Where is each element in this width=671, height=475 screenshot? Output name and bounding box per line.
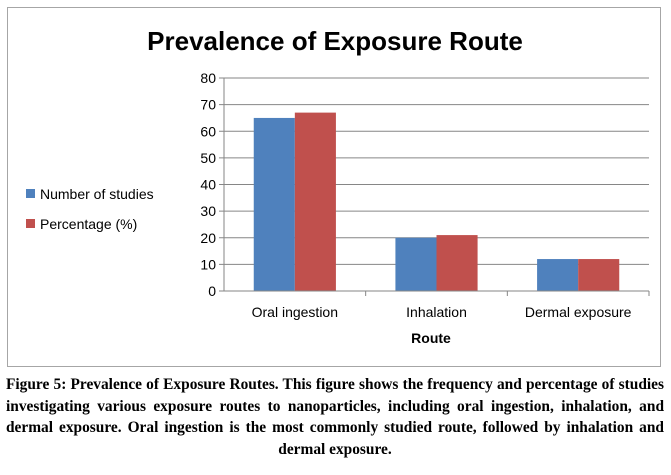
bars: [253, 112, 620, 291]
bar-chart: Prevalence of Exposure Route 0 10 20 30 40 50…: [26, 26, 650, 346]
x-tick-label: Dermal exposure: [525, 304, 632, 320]
y-tick-label: 80: [200, 70, 216, 86]
bar-number-of-studies: [253, 117, 295, 291]
y-tick-label: 10: [200, 256, 216, 272]
chart-container: Prevalence of Exposure Route 0 10 20 30 40 50…: [7, 7, 661, 367]
chart-title: Prevalence of Exposure Route: [147, 26, 523, 56]
y-tick-label: 70: [200, 97, 216, 113]
legend-swatch: [26, 219, 35, 228]
y-tick-label: 50: [200, 150, 216, 166]
x-tick-label: Oral ingestion: [252, 304, 338, 320]
y-tick-label: 30: [200, 203, 216, 219]
x-tick-label: Inhalation: [406, 304, 467, 320]
y-tick-label: 0: [208, 283, 216, 299]
bar-number-of-studies: [395, 237, 437, 291]
bar-percentage: [294, 112, 336, 291]
bar-percentage: [436, 235, 478, 291]
legend-label: Number of studies: [40, 186, 154, 202]
tick-labels: 0 10 20 30 40 50 60 70 80 Oral ingestion Inhalatio…: [200, 70, 631, 320]
bar-number-of-studies: [537, 259, 579, 291]
legend-label: Percentage (%): [40, 216, 137, 232]
legend-swatch: [26, 189, 35, 198]
y-tick-label: 20: [200, 230, 216, 246]
y-tick-label: 60: [200, 123, 216, 139]
bar-percentage: [578, 259, 620, 291]
figure-caption: Figure 5: Prevalence of Exposure Routes.…: [6, 376, 664, 458]
legend: Number of studies Percentage (%): [26, 186, 154, 232]
x-axis-title: Route: [411, 330, 451, 346]
y-tick-label: 40: [200, 177, 216, 193]
axes: [219, 77, 650, 296]
